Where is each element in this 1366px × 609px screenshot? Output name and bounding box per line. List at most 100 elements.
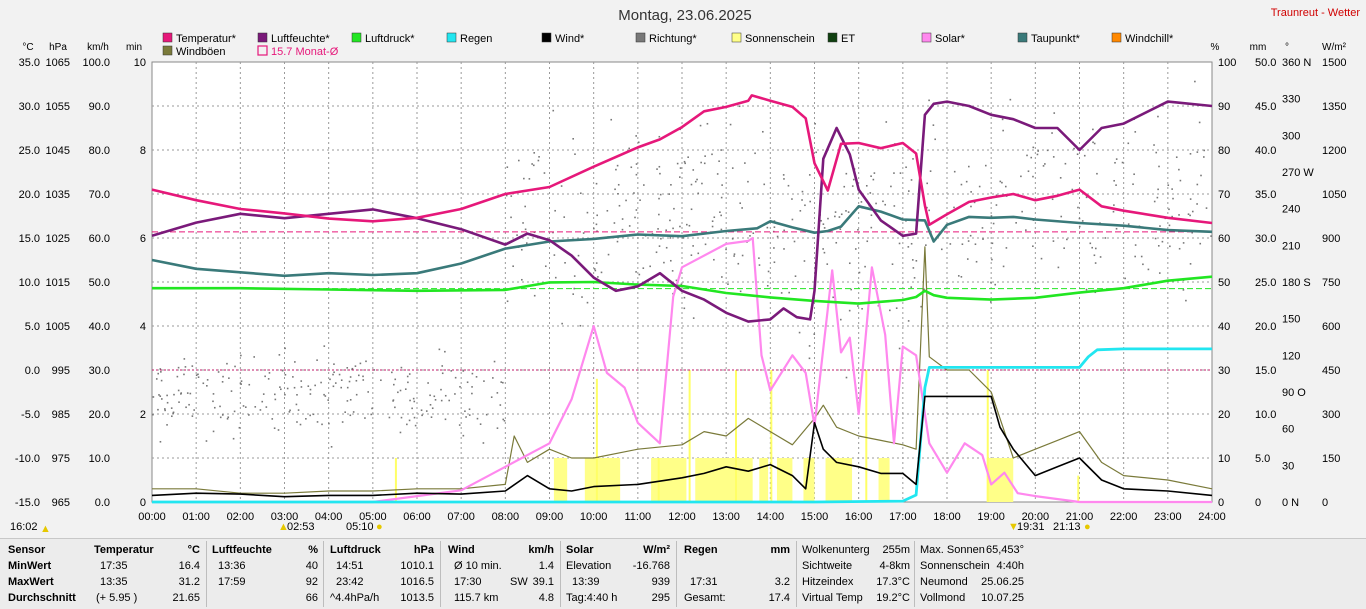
direction-dot (1032, 146, 1035, 149)
direction-dot (593, 268, 596, 270)
right-axis-tick: 450 (1322, 365, 1340, 377)
direction-dot (974, 243, 977, 246)
direction-dot (845, 210, 847, 212)
direction-dot (848, 262, 851, 265)
direction-dot (408, 373, 411, 375)
direction-dot (905, 166, 907, 169)
sunshine-spike (735, 370, 737, 502)
direction-dot (458, 424, 461, 426)
regen-max: 3.2 (774, 576, 790, 588)
direction-dot (820, 219, 822, 222)
left-axis-tick: 40.0 (89, 321, 110, 333)
direction-dot (309, 414, 311, 417)
temperatur-avg-note: (+ 5.95 ) (96, 592, 138, 604)
direction-dot (371, 407, 373, 410)
direction-dot (663, 261, 665, 264)
direction-dot (595, 223, 598, 226)
direction-dot (505, 194, 508, 197)
direction-dot (219, 416, 222, 419)
direction-dot (1052, 156, 1055, 158)
sunshine-spike (394, 458, 397, 502)
direction-dot (738, 105, 741, 108)
direction-dot (915, 260, 918, 262)
direction-dot (928, 209, 930, 212)
station-name: Traunreut - Wetter (1271, 7, 1361, 19)
direction-dot (430, 416, 433, 418)
legend-label: 15.7 Monat-Ø (271, 46, 339, 58)
direction-dot (852, 178, 855, 181)
right-axis-tick: 1500 (1322, 57, 1346, 69)
direction-dot (538, 156, 540, 158)
solar-avg: 295 (651, 592, 670, 604)
direction-dot (152, 396, 155, 398)
stats-temperatur: Temperatur °C 17:35 16.4 13:35 31.2 (+ 5.95… (94, 539, 200, 609)
direction-dot (669, 259, 672, 262)
direction-dot (929, 170, 932, 172)
direction-dot (1115, 158, 1118, 160)
left-axis-tick: 20.0 (89, 409, 110, 421)
left-axis-tick: 1005 (46, 321, 70, 333)
x-axis-tick: 01:00 (182, 511, 210, 520)
legend-label: Sonnenschein (745, 33, 815, 45)
direction-dot (953, 206, 955, 209)
temperatur-min: 16.4 (178, 560, 200, 572)
sunshine-bar (776, 458, 793, 502)
right-axis-tick: 270 W (1282, 167, 1314, 179)
wind-header: Wind (448, 544, 475, 556)
direction-dot (238, 426, 241, 429)
legend-swatch (1111, 32, 1122, 43)
direction-dot (362, 375, 364, 378)
direction-dot (506, 300, 509, 303)
series-luftdruck (152, 275, 1213, 305)
direction-dot (206, 379, 209, 381)
direction-dot (274, 398, 277, 401)
direction-dot (932, 124, 935, 126)
direction-dot (885, 121, 888, 123)
direction-dot (763, 183, 766, 186)
direction-dot (1178, 168, 1180, 171)
direction-dot (857, 305, 859, 307)
direction-dot (164, 409, 166, 412)
time-left-label: 16:02 (10, 521, 38, 533)
left-axis-tick: 4 (140, 321, 146, 333)
right-axis-tick: 0 N (1282, 497, 1299, 509)
direction-dot (433, 395, 436, 398)
right-axis-tick: 360 N (1282, 57, 1311, 69)
direction-dot (913, 277, 916, 279)
legend-swatch (351, 32, 362, 43)
direction-dot (349, 398, 352, 401)
sunset-icon: ▼ (1008, 521, 1019, 533)
direction-dot (490, 396, 493, 398)
direction-dot (159, 395, 162, 397)
direction-dot (686, 223, 688, 226)
direction-dot (912, 158, 914, 160)
direction-dot (334, 382, 337, 384)
direction-dot (767, 270, 770, 273)
right-axis-tick: 40.0 (1255, 145, 1276, 157)
direction-dot (635, 173, 638, 176)
stats-wind: Wind km/h Ø 10 min. 1.4 17:30 SW 39.1 115.7 … (448, 539, 554, 609)
direction-dot (673, 207, 675, 210)
direction-dot (327, 399, 329, 401)
direction-dot (813, 333, 816, 335)
direction-dot (400, 366, 403, 369)
direction-dot (834, 215, 836, 218)
direction-dot (1200, 174, 1202, 177)
direction-dot (160, 371, 162, 373)
direction-dot (1203, 149, 1206, 152)
direction-dot (699, 124, 702, 127)
legend-swatch (446, 32, 457, 43)
direction-dot (910, 179, 913, 181)
left-axis-tick: 5.0 (25, 321, 40, 333)
x-axis-tick: 23:00 (1154, 511, 1182, 520)
x-axis-tick: 03:00 (271, 511, 299, 520)
maxsun-value: 65,453° (985, 544, 1024, 556)
direction-dot (991, 258, 993, 261)
direction-dot (413, 416, 416, 419)
direction-dot (639, 199, 641, 201)
direction-dot (701, 182, 703, 185)
direction-dot (582, 232, 585, 234)
direction-dot (441, 372, 444, 375)
direction-dot (989, 301, 992, 303)
direction-dot (1182, 242, 1185, 244)
